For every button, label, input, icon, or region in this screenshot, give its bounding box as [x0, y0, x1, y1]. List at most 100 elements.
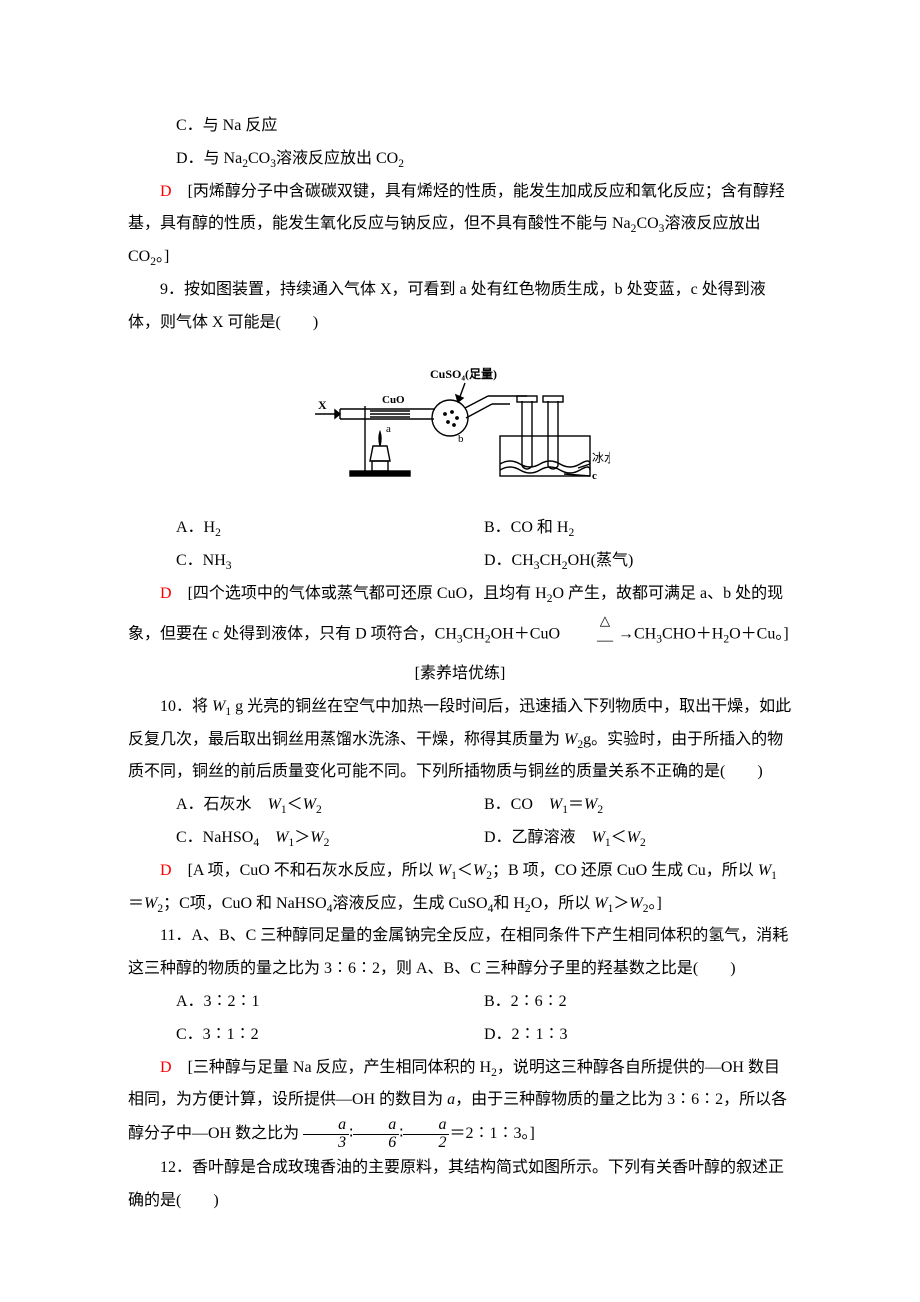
label-x: X — [318, 398, 327, 412]
q9-option-b: B．CO 和 H2 — [484, 512, 792, 545]
w1: W — [212, 698, 225, 715]
w: W — [268, 796, 281, 813]
sub: 1 — [771, 870, 777, 882]
num: a — [353, 1117, 399, 1135]
rel: ＜ — [457, 862, 473, 879]
w: W — [627, 829, 640, 846]
t: C．NaHSO — [176, 829, 253, 846]
label-a: a — [386, 423, 391, 435]
t: A．石灰水 — [176, 796, 268, 813]
den: 3 — [303, 1135, 349, 1152]
text: OH(蒸气) — [568, 552, 634, 569]
sub: 2 — [316, 804, 322, 816]
q11-options-row2: C．3∶1∶2 D．2∶1∶3 — [128, 1019, 792, 1052]
w: W — [594, 895, 607, 912]
sub: 4 — [253, 837, 259, 849]
t: [三种醇与足量 Na 反应，产生相同体积的 H — [172, 1059, 492, 1076]
fraction-a-over-6: a6 — [353, 1117, 399, 1152]
t: →CH — [614, 625, 656, 642]
num: a — [403, 1117, 449, 1135]
fraction-a-over-2: a2 — [403, 1117, 449, 1152]
q9-stem: 9．按如图装置，持续通入气体 X，可看到 a 处有红色物质生成，b 处变蓝，c … — [128, 274, 792, 340]
w: W — [310, 829, 323, 846]
t: O，所以 — [531, 895, 595, 912]
q10-answer-explanation: D [A 项，CuO 不和石灰水反应，所以 W1＜W2；B 项，CO 还原 Cu… — [128, 855, 792, 921]
heating-delta-icon: — — [565, 611, 613, 658]
t: OH＋CuO — [491, 625, 564, 642]
t: 10．将 — [160, 698, 212, 715]
w2: W — [564, 731, 577, 748]
q10-option-c: C．NaHSO4 W1＞W2 — [176, 822, 484, 855]
q11-option-b: B．2∶6∶2 — [484, 986, 792, 1019]
sub: 2 — [640, 837, 646, 849]
rel: ＞ — [294, 829, 310, 846]
q8-option-d-mid: CO — [248, 150, 270, 167]
label-cuso4: CuSO₄(足量) — [430, 367, 497, 381]
q11-options-row1: A．3∶2∶1 B．2∶6∶2 — [128, 986, 792, 1019]
sub: 2 — [568, 528, 574, 540]
w: W — [584, 796, 597, 813]
w: W — [758, 862, 771, 879]
q8-option-d: D．与 Na2CO3溶液反应放出 CO2 — [128, 143, 792, 176]
q8-expl-3: 。] — [156, 248, 169, 265]
w: W — [549, 796, 562, 813]
sub: 2 — [631, 224, 637, 236]
w: W — [592, 829, 605, 846]
w: W — [144, 895, 157, 912]
rel: ＝ — [128, 895, 144, 912]
q9-figure: X a CuO b CuSO₄(足量) — [128, 346, 792, 509]
t: 。] — [648, 895, 661, 912]
w: W — [438, 862, 451, 879]
a: a — [447, 1091, 455, 1108]
label-c: c — [592, 470, 597, 482]
text: C．NH — [176, 552, 226, 569]
text: B．CO 和 H — [484, 519, 568, 536]
q8-option-c: C．与 Na 反应 — [128, 110, 792, 143]
q8-answer-letter: D — [160, 183, 172, 200]
t: ；C项，CuO 和 NaHSO — [163, 895, 327, 912]
text: D．CH — [484, 552, 534, 569]
rel: ＜ — [287, 796, 303, 813]
q9-option-c: C．NH3 — [176, 545, 484, 578]
q9-option-d: D．CH3CH2OH(蒸气) — [484, 545, 792, 578]
rel: ＞ — [613, 895, 629, 912]
q10-option-d: D．乙醇溶液 W1＜W2 — [484, 822, 792, 855]
t: 溶液反应，生成 CuSO — [332, 895, 487, 912]
t: ＝2∶1∶3。] — [449, 1125, 534, 1142]
sub: 2 — [215, 528, 221, 540]
text: CH — [540, 552, 562, 569]
num: a — [303, 1117, 349, 1135]
apparatus-svg: X a CuO b CuSO₄(足量) — [310, 346, 610, 496]
q9-answer-explanation: D [四个选项中的气体或蒸气都可还原 CuO，且均有 H2O 产生，故都可满足 … — [128, 578, 792, 658]
t: [A 项，CuO 不和石灰水反应，所以 — [172, 862, 438, 879]
t: CHO＋H — [662, 625, 723, 642]
q9-options-row2: C．NH3 D．CH3CH2OH(蒸气) — [128, 545, 792, 578]
t: 和 H — [493, 895, 525, 912]
q10-answer-letter: D — [160, 862, 172, 879]
rel: ＜ — [611, 829, 627, 846]
q11-option-c: C．3∶1∶2 — [176, 1019, 484, 1052]
q11-option-d: D．2∶1∶3 — [484, 1019, 792, 1052]
q9-options-row1: A．H2 B．CO 和 H2 — [128, 512, 792, 545]
t: ；B 项，CO 还原 CuO 生成 Cu，所以 — [492, 862, 758, 879]
sub: 2 — [324, 837, 330, 849]
t: [四个选项中的气体或蒸气都可还原 CuO，且均有 H — [172, 585, 547, 602]
section-title: [素养培优练] — [128, 658, 792, 691]
sub: 2 — [597, 804, 603, 816]
t: CH — [463, 625, 485, 642]
q10-option-a: A．石灰水 W1＜W2 — [176, 789, 484, 822]
q9-answer-letter: D — [160, 585, 172, 602]
q11-option-a: A．3∶2∶1 — [176, 986, 484, 1019]
sub: 3 — [226, 560, 232, 572]
rel: ＝ — [568, 796, 584, 813]
t: D．乙醇溶液 — [484, 829, 592, 846]
q11-answer-explanation: D [三种醇与足量 Na 反应，产生相同体积的 H2，说明这三种醇各自所提供的—… — [128, 1052, 792, 1152]
q10-option-b: B．CO W1＝W2 — [484, 789, 792, 822]
w: W — [473, 862, 486, 879]
den: 6 — [353, 1135, 399, 1152]
t: O＋Cu。] — [729, 625, 789, 642]
q8-option-d-post: 溶液反应放出 CO — [276, 150, 398, 167]
den: 2 — [403, 1135, 449, 1152]
t: B．CO — [484, 796, 549, 813]
q11-answer-letter: D — [160, 1059, 172, 1076]
